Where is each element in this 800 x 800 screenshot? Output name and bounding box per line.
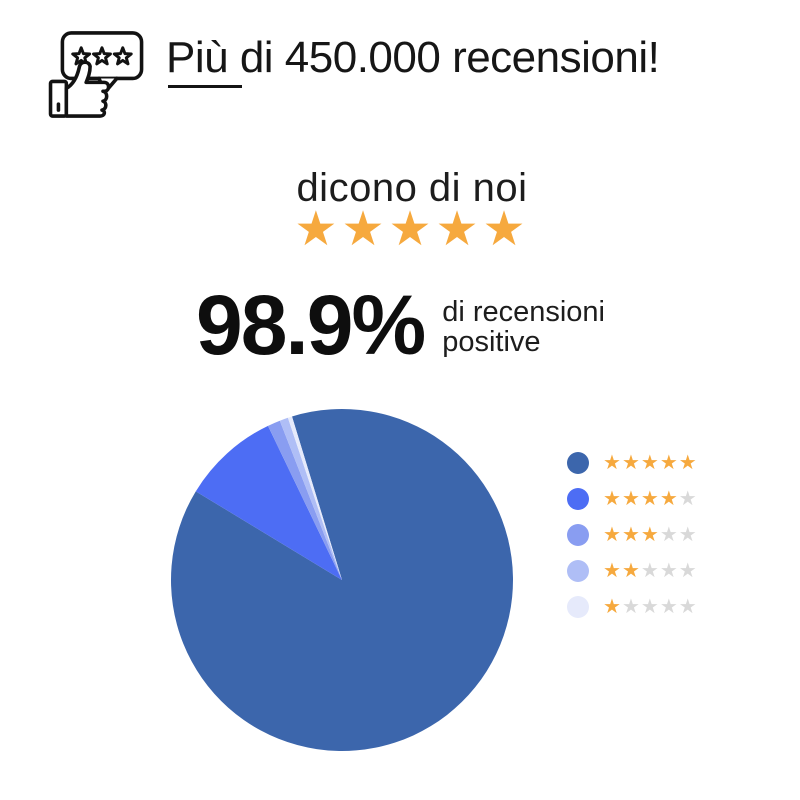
stat-label: di recensioni positive <box>442 297 605 367</box>
stat-row: 98.9% di recensioni positive <box>196 283 605 367</box>
stat-value: 98.9% <box>196 278 426 372</box>
legend-star-rating: ★★★★★ <box>603 488 698 510</box>
legend-color-dot <box>567 524 589 546</box>
review-thumbs-up-icon <box>48 31 144 118</box>
legend-row-2-stars: ★★★★★ <box>567 560 698 582</box>
star-icon: ★ <box>388 203 436 256</box>
star-filled-icon: ★ <box>640 452 660 474</box>
pie-slice-1★ <box>287 416 342 580</box>
star-filled-icon: ★ <box>678 452 698 474</box>
star-filled-icon: ★ <box>603 452 622 474</box>
star-filled-icon: ★ <box>603 488 622 510</box>
tagline-text: dicono di noi <box>296 166 528 210</box>
star-icon: ★ <box>294 203 342 256</box>
pie-slice-5★ <box>171 408 514 751</box>
stat-label-line2: positive <box>442 326 541 359</box>
star-filled-icon: ★ <box>603 524 622 546</box>
page-title: Più di 450.000 recensioni! <box>166 33 660 82</box>
legend-row-4-stars: ★★★★★ <box>567 488 698 510</box>
legend-color-dot <box>567 488 589 510</box>
star-empty-icon: ★ <box>659 560 679 582</box>
thumb-up-hand <box>64 60 111 118</box>
legend-star-rating: ★★★★★ <box>603 560 698 582</box>
pie-slice-3★ <box>268 420 342 580</box>
reviews-pie-chart <box>171 408 514 751</box>
legend-star-rating: ★★★★★ <box>603 524 698 546</box>
star-filled-icon: ★ <box>659 452 679 474</box>
legend-star-rating: ★★★★★ <box>603 596 698 618</box>
star-empty-icon: ★ <box>678 488 698 510</box>
star-icon: ★ <box>482 203 530 256</box>
star-icon: ★ <box>341 203 389 256</box>
star-empty-icon: ★ <box>678 560 698 582</box>
star-empty-icon: ★ <box>640 560 660 582</box>
star-icon: ★ <box>435 203 483 256</box>
star-empty-icon: ★ <box>640 596 660 618</box>
legend-color-dot <box>567 596 589 618</box>
star-empty-icon: ★ <box>659 524 679 546</box>
star-filled-icon: ★ <box>640 524 660 546</box>
star-empty-icon: ★ <box>621 596 641 618</box>
pie-legend: ★★★★★ ★★★★★ ★★★★★ ★★★★★ ★★★★★ <box>567 452 698 618</box>
five-star-rating-icons: ★★★★★ <box>12 202 800 258</box>
star-filled-icon: ★ <box>603 596 622 618</box>
star-empty-icon: ★ <box>678 524 698 546</box>
star-empty-icon: ★ <box>659 596 679 618</box>
star-filled-icon: ★ <box>621 488 641 510</box>
star-filled-icon: ★ <box>621 524 641 546</box>
legend-star-rating: ★★★★★ <box>603 452 698 474</box>
star-filled-icon: ★ <box>603 560 622 582</box>
legend-row-3-stars: ★★★★★ <box>567 524 698 546</box>
star-filled-icon: ★ <box>621 452 641 474</box>
stat-label-line1: di recensioni <box>442 296 606 328</box>
legend-row-1-stars: ★★★★★ <box>567 596 698 618</box>
star-filled-icon: ★ <box>621 560 641 582</box>
legend-row-5-stars: ★★★★★ <box>567 452 698 474</box>
title-underline <box>168 85 242 88</box>
pie-slice-2★ <box>279 417 342 580</box>
legend-color-dot <box>567 560 589 582</box>
legend-color-dot <box>567 452 589 474</box>
pie-slice-4★ <box>195 425 342 580</box>
star-empty-icon: ★ <box>678 596 698 618</box>
star-filled-icon: ★ <box>659 488 679 510</box>
star-filled-icon: ★ <box>640 488 660 510</box>
